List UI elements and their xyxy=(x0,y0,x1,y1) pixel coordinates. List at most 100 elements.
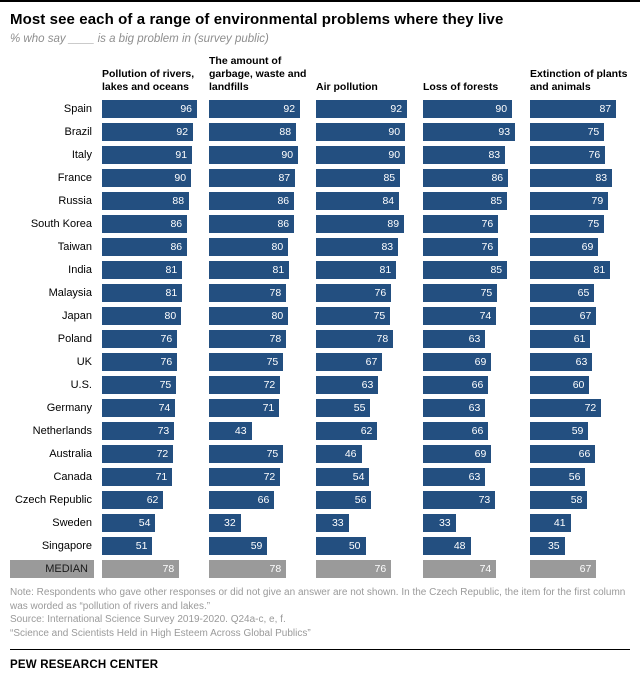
row-label: Spain xyxy=(63,103,92,116)
bar-value-label: 76 xyxy=(374,563,387,576)
bar-cell: 58 xyxy=(530,491,629,510)
bar-cell: 78 xyxy=(209,330,308,349)
bar-value-label: 62 xyxy=(146,494,159,507)
table-row: India 81 81 81 85 81 xyxy=(10,261,630,280)
bar-value-label: 86 xyxy=(170,241,183,254)
bar: 63 xyxy=(423,330,486,349)
bar: 76 xyxy=(530,146,606,165)
bar: 69 xyxy=(530,238,599,257)
bar: 88 xyxy=(209,123,297,142)
bar-cell: 76 xyxy=(423,238,522,257)
bar-cell: 85 xyxy=(423,192,522,211)
bar-value-label: 35 xyxy=(547,540,560,553)
table-row: Australia 72 75 46 69 66 xyxy=(10,445,630,464)
row-label: U.S. xyxy=(70,379,92,392)
bar: 72 xyxy=(102,445,174,464)
bar-cell: 67 xyxy=(530,307,629,326)
bar-cell: 81 xyxy=(209,261,308,280)
bar: 67 xyxy=(316,353,383,372)
bar-value-label: 69 xyxy=(474,356,487,369)
bar: 72 xyxy=(530,399,602,418)
bar-value-label: 63 xyxy=(361,379,374,392)
bar: 83 xyxy=(423,146,506,165)
bar-value-label: 73 xyxy=(478,494,491,507)
bar-cell: 72 xyxy=(102,445,201,464)
bar-cell: 83 xyxy=(316,238,415,257)
bar-value-label: 65 xyxy=(577,287,590,300)
row-label: Brazil xyxy=(64,126,92,139)
bar-value-label: 75 xyxy=(266,356,279,369)
chart-subtitle: % who say ____ is a big problem in (surv… xyxy=(10,33,269,45)
bar-value-label: 78 xyxy=(269,287,282,300)
bar-value-label: 58 xyxy=(570,494,583,507)
bar-cell: 76 xyxy=(316,560,415,579)
bar-value-label: 76 xyxy=(481,241,494,254)
bar-value-label: 75 xyxy=(373,310,386,323)
bar: 66 xyxy=(530,445,596,464)
bar-cell: 86 xyxy=(209,192,308,211)
bar: 65 xyxy=(530,284,595,303)
row-label: Malaysia xyxy=(48,287,92,300)
bar-value-label: 66 xyxy=(471,425,484,438)
bar: 90 xyxy=(102,169,192,188)
bar-value-label: 91 xyxy=(175,149,188,162)
bar: 83 xyxy=(530,169,613,188)
bar: 67 xyxy=(530,307,597,326)
bar-value-label: 74 xyxy=(479,563,492,576)
bar: 56 xyxy=(530,468,586,487)
bar-value-label: 90 xyxy=(174,172,187,185)
bar: 48 xyxy=(423,537,471,556)
bar-cell: 96 xyxy=(102,100,201,119)
bar-value-label: 85 xyxy=(490,264,503,277)
bar-value-label: 90 xyxy=(388,126,401,139)
bar-value-label: 60 xyxy=(572,379,585,392)
bar-value-label: 76 xyxy=(160,356,173,369)
bar-cell: 75 xyxy=(530,215,629,234)
bar-value-label: 83 xyxy=(488,149,501,162)
bar-value-label: 76 xyxy=(481,218,494,231)
bar: 76 xyxy=(423,215,499,234)
bar-value-label: 78 xyxy=(162,563,175,576)
row-label: UK xyxy=(76,356,92,369)
table-row: Russia 88 86 84 85 79 xyxy=(10,192,630,211)
table-row: Brazil 92 88 90 93 75 xyxy=(10,123,630,142)
bar-value-label: 33 xyxy=(331,517,344,530)
bar-value-label: 75 xyxy=(159,379,172,392)
bar-value-label: 50 xyxy=(348,540,361,553)
bar: 56 xyxy=(316,491,372,510)
bar-cell: 66 xyxy=(209,491,308,510)
bar-value-label: 75 xyxy=(480,287,493,300)
bar: 78 xyxy=(102,560,180,579)
bar-cell: 59 xyxy=(530,422,629,441)
bar-value-label: 80 xyxy=(271,241,284,254)
bar-cell: 71 xyxy=(102,468,201,487)
bar-value-label: 89 xyxy=(387,218,400,231)
bar-value-label: 67 xyxy=(365,356,378,369)
bar-value-label: 86 xyxy=(277,218,290,231)
bar-value-label: 71 xyxy=(262,402,275,415)
bar-cell: 92 xyxy=(316,100,415,119)
bar: 81 xyxy=(102,284,183,303)
bar: 83 xyxy=(316,238,399,257)
bar-value-label: 56 xyxy=(568,471,581,484)
bar: 86 xyxy=(102,215,188,234)
bar: 76 xyxy=(316,284,392,303)
column-header-forests: Loss of forests xyxy=(423,81,499,94)
row-label: Australia xyxy=(49,448,92,461)
bar: 41 xyxy=(530,514,571,533)
bar-cell: 87 xyxy=(530,100,629,119)
bar-cell: 86 xyxy=(102,215,201,234)
table-row: U.S. 75 72 63 66 60 xyxy=(10,376,630,395)
bar-cell: 87 xyxy=(209,169,308,188)
bar: 75 xyxy=(530,123,605,142)
bar: 71 xyxy=(102,468,173,487)
bar: 59 xyxy=(530,422,589,441)
column-header-garbage: The amount of garbage, waste and landfil… xyxy=(209,55,307,94)
bar-cell: 74 xyxy=(423,307,522,326)
bar: 76 xyxy=(423,238,499,257)
bar-value-label: 75 xyxy=(587,126,600,139)
bar-cell: 67 xyxy=(530,560,629,579)
bar: 73 xyxy=(102,422,175,441)
bar-value-label: 90 xyxy=(495,103,508,116)
bar-chart: Pollution of rivers, lakes and oceans Th… xyxy=(10,55,630,579)
